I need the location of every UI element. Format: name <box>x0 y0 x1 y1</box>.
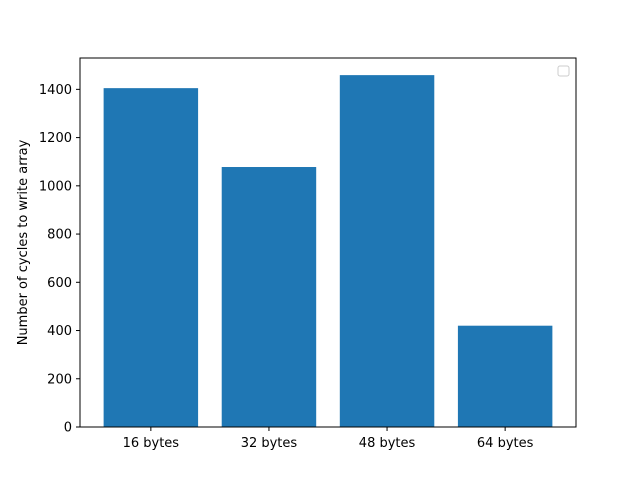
x-tick-label: 16 bytes <box>123 436 180 451</box>
y-tick-label: 200 <box>47 372 72 387</box>
y-ticks: 0 200 400 600 800 1000 1200 1400 <box>39 83 80 436</box>
x-ticks: 16 bytes 32 bytes 48 bytes 64 bytes <box>123 427 534 451</box>
y-tick-label: 0 <box>64 421 72 436</box>
x-tick-label: 64 bytes <box>477 436 534 451</box>
x-tick-label: 32 bytes <box>241 436 298 451</box>
y-tick-label: 800 <box>47 228 72 243</box>
bars-layer <box>103 75 553 427</box>
y-tick-label: 1400 <box>39 83 72 98</box>
axes-frame <box>79 57 577 428</box>
bar-48-bytes <box>339 75 435 427</box>
bar-64-bytes <box>457 325 553 427</box>
y-tick-label: 600 <box>47 276 72 291</box>
y-tick-label: 1000 <box>39 179 72 194</box>
y-tick-label: 400 <box>47 324 72 339</box>
y-axis-label: Number of cycles to write array <box>16 139 31 345</box>
x-tick-label: 48 bytes <box>359 436 416 451</box>
bar-16-bytes <box>103 88 199 427</box>
bar-32-bytes <box>221 167 317 427</box>
y-tick-label: 1200 <box>39 131 72 146</box>
legend-box <box>557 65 570 77</box>
